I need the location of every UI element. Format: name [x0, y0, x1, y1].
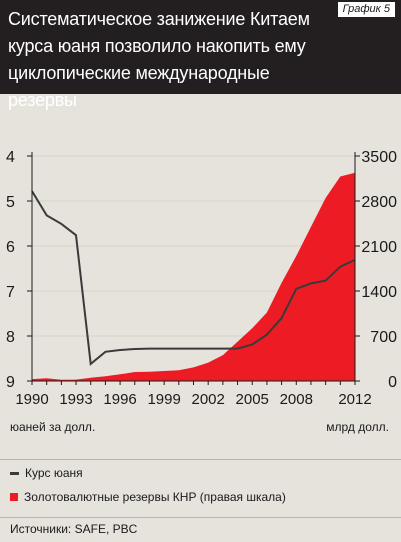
sources-footer: Источники: SAFE, PBC [0, 517, 401, 542]
x-tick-label: 1999 [147, 391, 180, 408]
x-tick-label: 2005 [236, 391, 269, 408]
right-tick-label: 0 [388, 374, 397, 391]
right-axis-unit: млрд долл. [326, 420, 389, 434]
left-tick-label: 8 [6, 329, 15, 346]
legend: Курс юаня Золотовалютные резервы КНР (пр… [0, 459, 401, 518]
axes [27, 152, 360, 385]
legend-line-swatch [10, 471, 19, 475]
legend-area-swatch [10, 493, 18, 501]
left-tick-label: 7 [6, 284, 15, 301]
x-tick-label: 1996 [103, 391, 136, 408]
right-tick-label: 2800 [361, 194, 397, 211]
chart-title: Систематическое занижение Китаем курса ю… [8, 6, 333, 114]
sources-text: Источники: SAFE, PBC [10, 522, 138, 536]
x-tick-label: 2012 [338, 391, 371, 408]
left-tick-label: 4 [6, 149, 15, 166]
chart-header: Систематическое занижение Китаем курса ю… [0, 0, 401, 110]
left-tick-label: 9 [6, 374, 15, 391]
left-tick-label: 5 [6, 194, 15, 211]
yuan-rate-line-series [31, 190, 356, 366]
left-tick-label: 6 [6, 239, 15, 256]
x-tick-label: 1990 [15, 391, 48, 408]
title-line-3: циклопические международные резервы [8, 63, 270, 110]
reserves-area-series [32, 172, 355, 381]
chart-plot: 4 5 6 7 8 9 0 700 1400 2100 2800 3500 1990 1993 1996 19… [6, 149, 397, 408]
right-tick-label: 2100 [361, 239, 397, 256]
tick-labels: 4 5 6 7 8 9 0 700 1400 2100 2800 3500 1990 1993 1996 19… [6, 149, 397, 408]
right-tick-label: 700 [370, 329, 397, 346]
legend-item-rate: Курс юаня [10, 466, 83, 480]
x-tick-label: 1993 [59, 391, 92, 408]
legend-label-reserves: Золотовалютные резервы КНР (правая шкала… [24, 490, 286, 504]
title-line-2: курса юаня позволило накопить ему [8, 36, 306, 56]
right-tick-label: 3500 [361, 149, 397, 166]
x-tick-label: 2008 [280, 391, 313, 408]
x-tick-label: 2002 [191, 391, 224, 408]
chart-number-badge: График 5 [337, 2, 395, 17]
legend-item-reserves: Золотовалютные резервы КНР (правая шкала… [10, 490, 286, 504]
title-line-1: Систематическое занижение Китаем [8, 9, 310, 29]
right-tick-label: 1400 [361, 284, 397, 301]
legend-label-rate: Курс юаня [25, 466, 83, 480]
left-axis-unit: юаней за долл. [10, 420, 96, 434]
